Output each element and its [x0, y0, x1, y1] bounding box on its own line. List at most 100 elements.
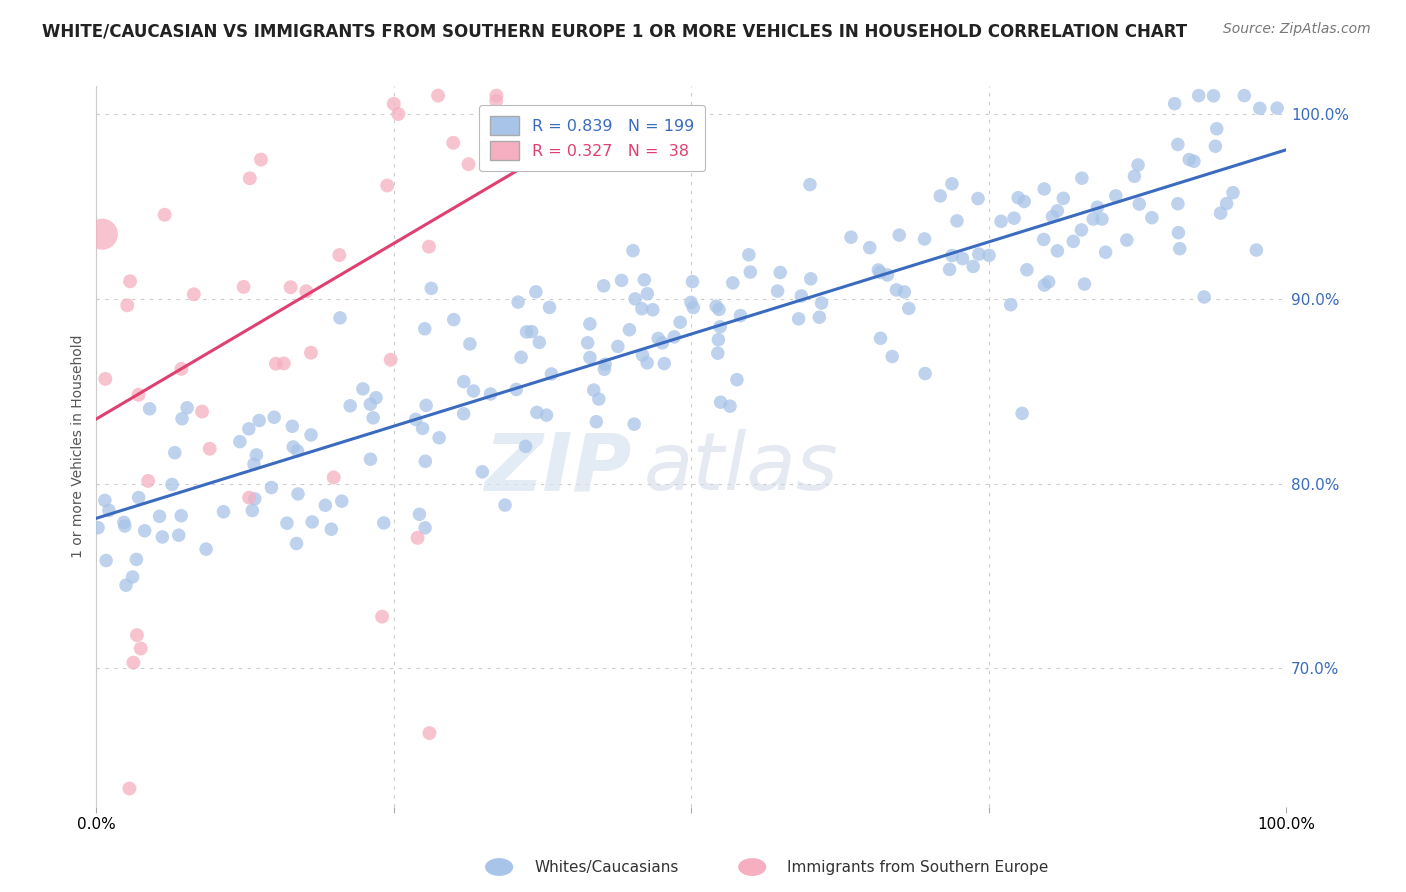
Point	[405, 412, 427, 426]
Point	[191, 404, 214, 418]
Point	[582, 383, 605, 397]
Point	[967, 247, 990, 261]
Point	[1167, 226, 1189, 240]
Point	[94, 493, 117, 508]
Point	[721, 276, 744, 290]
Point	[329, 310, 352, 325]
Point	[893, 285, 915, 299]
Point	[115, 298, 138, 312]
Point	[859, 241, 882, 255]
Point	[1128, 197, 1150, 211]
Point	[415, 454, 437, 468]
Point	[962, 260, 984, 274]
Point	[515, 439, 537, 453]
Point	[247, 413, 270, 427]
Point	[250, 153, 273, 167]
Point	[738, 248, 761, 262]
Point	[373, 516, 395, 530]
Point	[510, 351, 533, 365]
Point	[463, 384, 485, 398]
Point	[232, 280, 254, 294]
Point	[118, 274, 141, 288]
Point	[413, 322, 436, 336]
Point	[1209, 206, 1232, 220]
Point	[176, 401, 198, 415]
Point	[276, 516, 298, 531]
Point	[1105, 189, 1128, 203]
Point	[1033, 278, 1056, 293]
Point	[990, 214, 1012, 228]
Point	[134, 524, 156, 538]
Point	[1046, 203, 1069, 218]
Point	[299, 345, 322, 359]
Point	[94, 372, 117, 386]
Point	[1182, 154, 1205, 169]
Point	[808, 310, 831, 325]
Point	[212, 505, 235, 519]
Point	[623, 417, 645, 431]
Point	[418, 726, 440, 740]
Point	[1167, 137, 1189, 152]
Point	[138, 401, 160, 416]
Point	[1167, 196, 1189, 211]
Point	[679, 295, 702, 310]
Point	[1042, 210, 1064, 224]
Point	[526, 405, 548, 419]
Point	[160, 477, 183, 491]
Point	[122, 656, 145, 670]
Point	[183, 287, 205, 301]
Point	[1140, 211, 1163, 225]
Point	[709, 319, 731, 334]
Point	[427, 431, 450, 445]
Point	[1046, 244, 1069, 258]
Point	[1015, 262, 1038, 277]
Point	[245, 448, 267, 462]
Point	[631, 348, 654, 362]
Point	[897, 301, 920, 316]
Point	[1249, 101, 1271, 115]
Point	[359, 397, 381, 411]
Point	[243, 457, 266, 471]
Point	[799, 178, 821, 192]
Point	[1000, 298, 1022, 312]
Point	[412, 421, 434, 435]
Point	[91, 227, 114, 242]
Point	[198, 442, 221, 456]
Point	[408, 508, 430, 522]
Point	[153, 208, 176, 222]
Point	[529, 335, 551, 350]
Point	[540, 367, 562, 381]
Point	[1126, 158, 1149, 172]
Point	[118, 781, 141, 796]
Point	[946, 214, 969, 228]
Point	[97, 503, 120, 517]
Point	[810, 296, 832, 310]
Point	[387, 107, 409, 121]
Point	[520, 325, 543, 339]
Point	[1233, 88, 1256, 103]
Point	[170, 411, 193, 425]
Point	[1062, 235, 1084, 249]
Point	[352, 382, 374, 396]
Point	[1188, 88, 1211, 103]
Point	[1168, 242, 1191, 256]
Point	[1081, 212, 1104, 227]
Point	[195, 542, 218, 557]
Point	[876, 268, 898, 282]
Point	[479, 387, 502, 401]
Point	[576, 335, 599, 350]
Point	[709, 395, 731, 409]
Point	[707, 333, 730, 347]
Point	[321, 522, 343, 536]
Point	[889, 228, 911, 243]
Point	[150, 530, 173, 544]
Point	[427, 88, 450, 103]
Point	[485, 88, 508, 103]
Point	[606, 339, 628, 353]
Point	[1215, 196, 1237, 211]
Point	[769, 265, 792, 279]
Point	[328, 248, 350, 262]
Point	[669, 315, 692, 329]
Point	[301, 515, 323, 529]
Point	[1163, 96, 1185, 111]
